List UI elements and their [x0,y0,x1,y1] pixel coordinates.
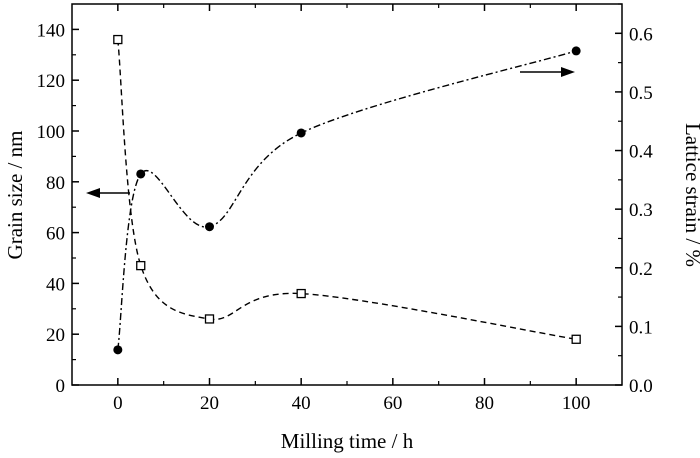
grain-size-point [204,314,215,324]
y-right-tick-label: 0.2 [629,259,653,280]
y-axis-right-title: Lattice strain / % [681,123,700,267]
series-1-curve [117,50,577,350]
y-left-tick-label: 100 [37,122,66,143]
lattice-strain-point [571,46,581,56]
lattice-strain-point [205,222,214,232]
lattice-strain-point [136,169,146,179]
y-left-tick-label: 60 [46,224,65,245]
x-tick-label: 80 [475,393,494,414]
grain-size-point [136,260,146,271]
axis-arrows [86,67,575,198]
y-left-tick-label: 140 [37,20,66,41]
lattice-strain-point [113,345,123,355]
x-tick-label: 20 [200,393,219,414]
y-right-tick-label: 0.3 [629,200,653,221]
y-right-tick-label: 0.4 [629,142,653,163]
y-axis-left: 0 20 40 60 80 100 120 140 [37,20,79,397]
y-right-tick-label: 0.5 [629,83,653,104]
grain-size-point [571,334,581,344]
x-axis: 0 20 40 60 80 100 [113,4,590,414]
x-tick-label: 60 [383,393,402,414]
y-axis-right: 0.0 0.1 0.2 0.3 0.4 0.5 0.6 [615,3,653,397]
x-axis-title: Milling time / h [281,429,414,453]
x-tick-label: 40 [292,393,311,414]
y-right-tick-label: 0.0 [629,376,653,397]
y-left-tick-label: 20 [46,325,65,346]
y-left-tick-label: 80 [46,173,65,194]
y-axis-left-title: Grain size / nm [3,131,27,260]
y-right-tick-label: 0.6 [629,24,653,45]
y-left-tick-label: 0 [56,376,66,397]
series-0-curve [117,39,577,340]
x-tick-label: 0 [113,393,123,414]
y-left-tick-label: 40 [46,274,65,295]
arrow-left-head [86,188,100,198]
y-left-tick-label: 120 [37,71,66,92]
fit-curves [117,39,577,350]
grain-size-point [113,34,123,45]
data-markers [113,34,581,355]
grain-size-point [296,288,306,299]
x-tick-label: 100 [562,393,591,414]
arrow-right-head [561,67,575,77]
lattice-strain-point [296,128,306,138]
y-right-tick-label: 0.1 [629,317,653,338]
